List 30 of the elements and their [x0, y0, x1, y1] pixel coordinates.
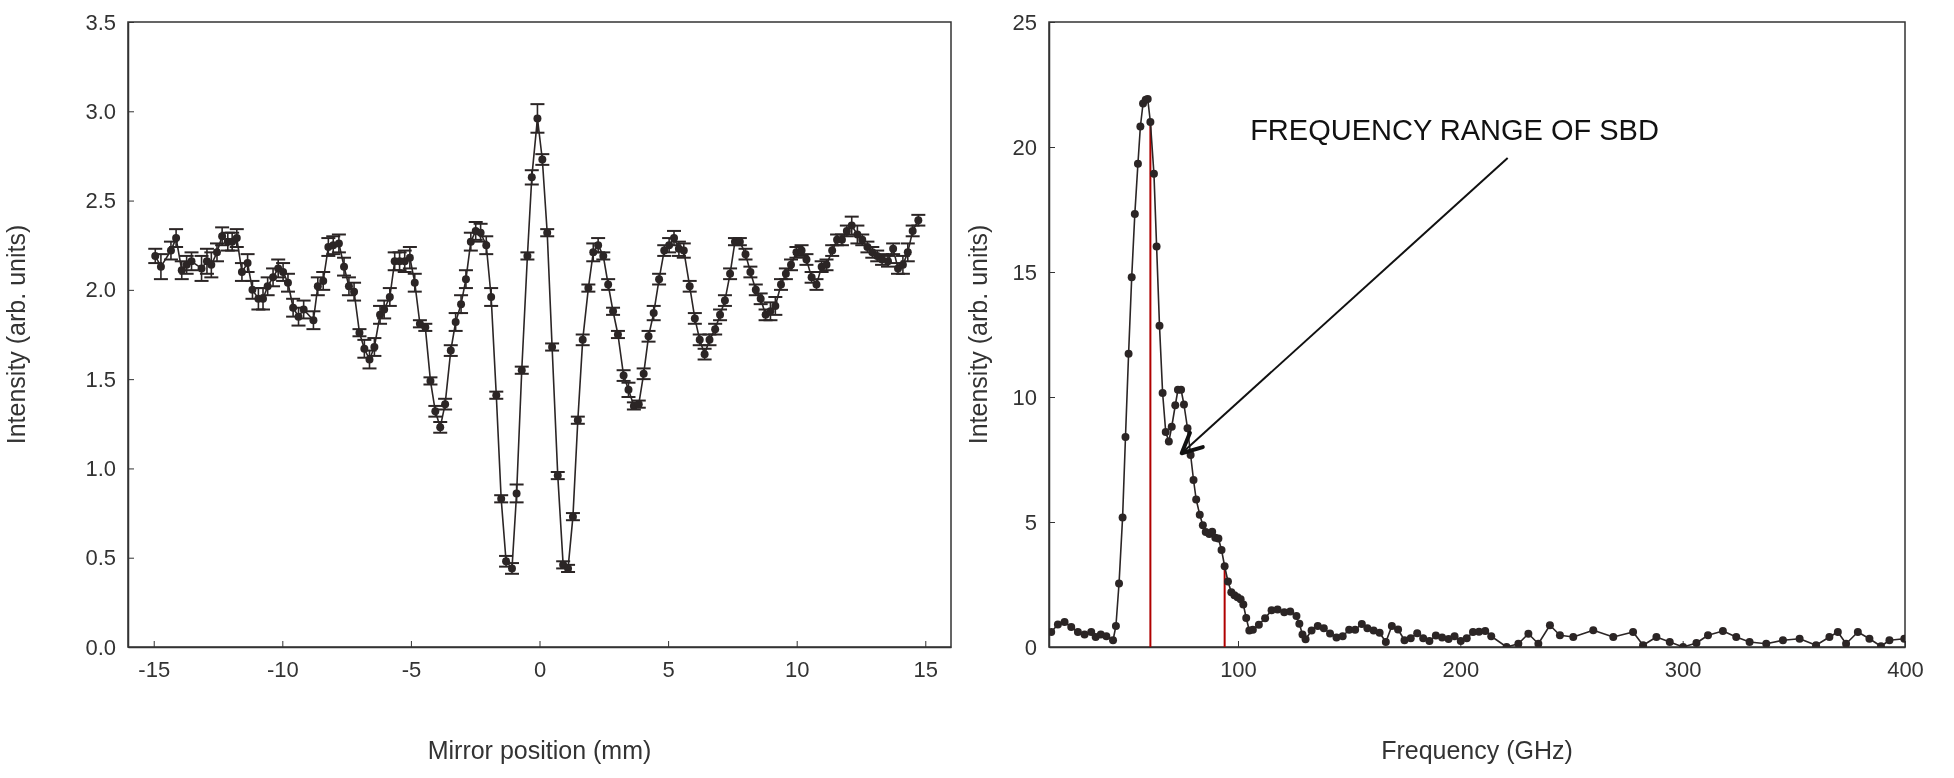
x-axis-title: Mirror position (mm)	[427, 736, 652, 764]
x-tick-label: 200	[1442, 656, 1480, 682]
x-tick-label: 100	[1220, 656, 1257, 682]
y-tick-label: 0.0	[85, 634, 116, 660]
x-tick-label: 0	[533, 656, 547, 682]
y-tick-label: 2.5	[85, 188, 116, 214]
y-axis-title: Intensity (arb. units)	[2, 224, 30, 445]
y-tick-label: 1.5	[85, 366, 116, 392]
x-tick-label: 15	[913, 656, 939, 682]
x-tick-label: -10	[266, 656, 299, 682]
y-tick-label: 5	[1024, 509, 1037, 535]
x-tick-label: 5	[662, 656, 675, 682]
x-tick-label: -5	[401, 656, 422, 682]
x-tick-label: 10	[784, 656, 810, 682]
y-tick-label: 20	[1012, 134, 1037, 160]
y-tick-label: 1.0	[85, 455, 116, 481]
y-tick-label: 3.5	[85, 9, 116, 35]
x-tick-label: 400	[1887, 656, 1924, 682]
x-axis-title: Frequency (GHz)	[1381, 736, 1573, 764]
y-tick-label: 3.0	[85, 98, 116, 124]
y-tick-label: 0	[1024, 634, 1037, 660]
y-axis-title: Intensity (arb. units)	[964, 224, 992, 445]
y-tick-label: 10	[1012, 384, 1037, 410]
y-tick-label: 0.5	[85, 545, 116, 571]
y-tick-label: 25	[1012, 9, 1037, 35]
x-tick-label: 300	[1664, 656, 1702, 682]
y-tick-label: 15	[1012, 259, 1037, 285]
annotation: FREQUENCY RANGE OF SBD	[1250, 114, 1659, 146]
x-tick-label: -15	[138, 656, 171, 682]
y-tick-label: 2.0	[85, 277, 116, 303]
